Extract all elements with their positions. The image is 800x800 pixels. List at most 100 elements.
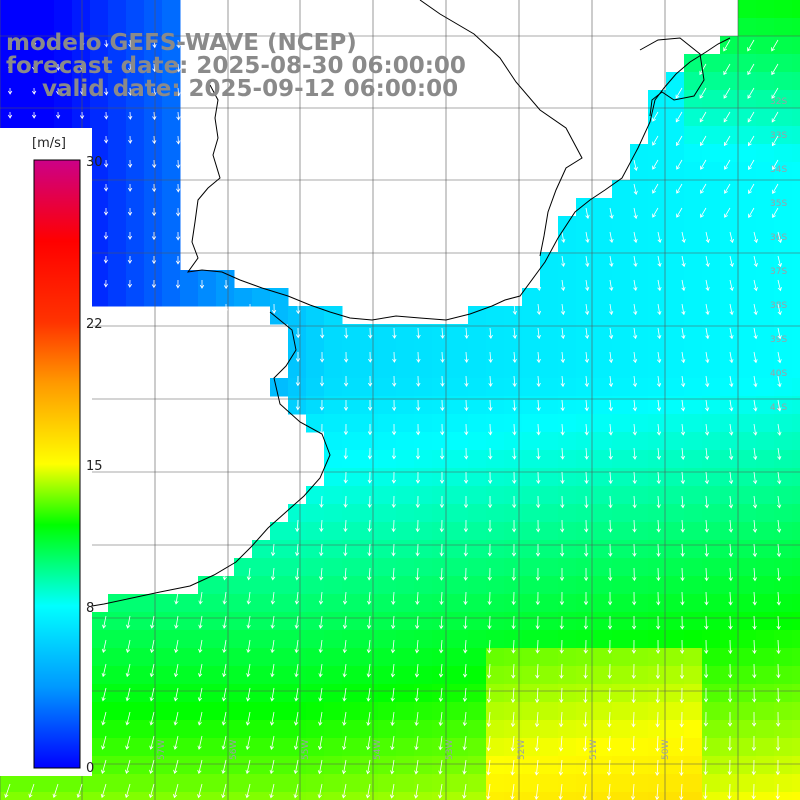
wind-arrow	[751, 711, 757, 727]
ocean-cell	[684, 180, 703, 199]
ocean-cell	[648, 666, 667, 685]
ocean-cell	[180, 738, 199, 757]
wind-arrow	[753, 399, 758, 412]
wind-arrow	[704, 495, 709, 509]
ocean-cell	[684, 576, 703, 595]
ocean-cell	[324, 720, 343, 739]
ocean-cell	[306, 684, 325, 703]
ocean-cell	[666, 216, 685, 235]
ocean-cell	[792, 216, 800, 235]
ocean-cell	[792, 576, 800, 595]
ocean-cell	[666, 522, 685, 541]
ocean-cell	[630, 540, 649, 559]
ocean-cell	[522, 522, 541, 541]
ocean-cell	[468, 378, 487, 397]
ocean-cell	[774, 216, 793, 235]
wind-arrow	[705, 375, 710, 388]
wind-arrow	[729, 279, 734, 292]
ocean-cell	[450, 324, 469, 343]
ocean-cell	[576, 252, 595, 271]
ocean-cell	[468, 720, 487, 739]
lat-label: 40S	[770, 369, 787, 379]
ocean-cell	[522, 396, 541, 415]
ocean-cell	[594, 450, 613, 469]
ocean-cell	[54, 18, 73, 37]
ocean-cell	[702, 774, 721, 793]
wind-arrow	[681, 255, 686, 268]
ocean-cell	[144, 288, 163, 307]
wind-arrow	[655, 687, 660, 704]
wind-arrow	[150, 615, 155, 629]
ocean-cell	[630, 558, 649, 577]
wind-arrow	[102, 615, 107, 629]
wind-arrow	[752, 471, 758, 485]
ocean-cell	[648, 162, 667, 181]
ocean-cell	[576, 612, 595, 631]
ocean-cell	[720, 162, 739, 181]
ocean-cell	[432, 324, 451, 343]
wind-arrow	[510, 783, 515, 800]
ocean-cell	[792, 18, 800, 37]
wind-arrow	[125, 735, 131, 750]
wind-arrow	[148, 783, 155, 799]
ocean-cell	[774, 36, 793, 55]
ocean-cell	[468, 738, 487, 757]
ocean-cell	[666, 792, 685, 800]
wind-arrow	[80, 87, 85, 96]
ocean-cell	[108, 774, 127, 793]
ocean-cell	[252, 702, 271, 721]
ocean-cell	[684, 468, 703, 487]
wind-arrow	[632, 495, 637, 509]
ocean-cell	[576, 468, 595, 487]
wind-arrow	[700, 183, 707, 194]
ocean-cell	[540, 450, 559, 469]
ocean-cell	[774, 306, 793, 325]
wind-arrow	[728, 447, 734, 461]
ocean-cell	[684, 792, 703, 800]
wind-arrow	[560, 327, 566, 340]
wind-arrow	[584, 351, 590, 364]
colorbar-tick-label: 30	[86, 155, 103, 170]
ocean-cell	[630, 270, 649, 289]
ocean-cell	[612, 558, 631, 577]
ocean-cell	[432, 486, 451, 505]
ocean-cell	[756, 288, 775, 307]
ocean-cell	[702, 630, 721, 649]
ocean-cell	[522, 540, 541, 559]
wind-arrow	[704, 591, 709, 606]
wind-arrow	[221, 735, 227, 750]
ocean-cell	[198, 648, 217, 667]
ocean-cell	[648, 396, 667, 415]
ocean-cell	[198, 738, 217, 757]
ocean-cell	[756, 90, 775, 109]
wind-arrow	[269, 735, 275, 750]
ocean-cell	[756, 576, 775, 595]
wind-arrow	[511, 663, 516, 679]
wind-arrow	[487, 567, 492, 581]
wind-arrow	[728, 591, 733, 606]
ocean-cell	[414, 540, 433, 559]
wind-arrow	[608, 447, 613, 460]
ocean-cell	[252, 774, 271, 793]
ocean-cell	[108, 54, 127, 73]
ocean-cell	[792, 306, 800, 325]
ocean-cell	[648, 648, 667, 667]
ocean-cell	[558, 270, 577, 289]
wind-arrow	[558, 735, 564, 752]
ocean-cell	[468, 558, 487, 577]
wind-arrow	[222, 663, 227, 678]
wind-arrow	[366, 735, 371, 751]
ocean-cell	[432, 378, 451, 397]
ocean-cell	[756, 18, 775, 37]
wind-arrow	[486, 687, 492, 703]
wind-arrow	[633, 183, 638, 195]
ocean-cell	[774, 144, 793, 163]
wind-arrow	[729, 399, 734, 412]
lat-label: 37S	[770, 267, 787, 277]
wind-arrow	[680, 423, 686, 436]
ocean-cell	[756, 756, 775, 775]
ocean-cell	[702, 216, 721, 235]
wind-arrow	[173, 711, 179, 726]
ocean-cell	[396, 558, 415, 577]
ocean-cell	[792, 432, 800, 451]
